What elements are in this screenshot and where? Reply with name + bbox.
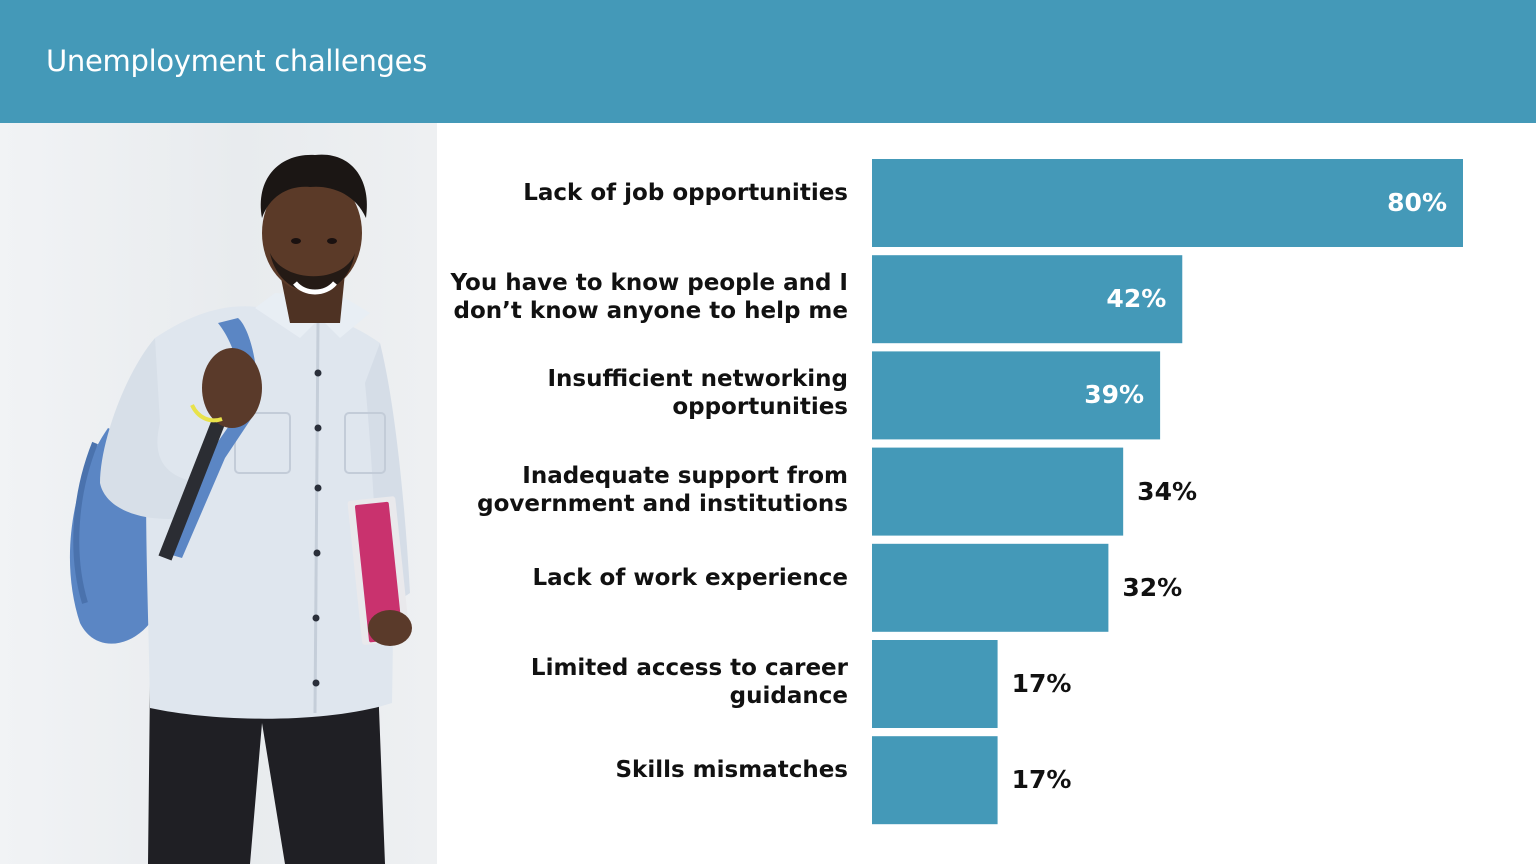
category-label-line: government and institutions bbox=[477, 490, 848, 517]
bar-5 bbox=[872, 543, 1109, 632]
category-label-line: You have to know people and I bbox=[450, 270, 849, 297]
category-label-line: Lack of work experience bbox=[532, 564, 848, 591]
bar-4 bbox=[872, 447, 1124, 536]
bar-chart-canvas bbox=[872, 159, 1463, 825]
value-label-4: 34% bbox=[1137, 476, 1198, 506]
bar-7 bbox=[872, 736, 998, 825]
category-label-line: opportunities bbox=[672, 394, 848, 421]
category-label-5: Lack of work experience bbox=[532, 564, 848, 592]
category-label-6: Limited access to career guidance bbox=[531, 654, 848, 710]
category-label-line: don’t know anyone to help me bbox=[453, 298, 848, 325]
bar-chart: Lack of job opportunities 80% You have to … bbox=[437, 123, 1536, 864]
category-label-line: Limited access to career bbox=[530, 655, 848, 681]
category-label-line: Insufficient networking bbox=[547, 366, 848, 393]
category-label-1: Lack of job opportunities bbox=[523, 179, 848, 207]
value-label-5: 32% bbox=[1122, 572, 1183, 602]
category-label-line: guidance bbox=[729, 683, 848, 709]
header-banner: Unemployment challenges bbox=[0, 0, 1536, 123]
value-label-7: 17% bbox=[1011, 765, 1072, 795]
category-label-7: Skills mismatches bbox=[615, 756, 848, 784]
category-label-line: Lack of job opportunities bbox=[523, 180, 848, 206]
category-label-3: Insufficient networking opportunities bbox=[547, 365, 848, 421]
value-label-6: 17% bbox=[1011, 669, 1072, 698]
bar-3 bbox=[872, 351, 1161, 440]
student-with-backpack-photo bbox=[69, 154, 412, 864]
value-label-1: 80% bbox=[1387, 188, 1447, 217]
student-photo bbox=[0, 123, 437, 864]
bar-1 bbox=[872, 159, 1463, 247]
bar-2 bbox=[872, 255, 1183, 344]
page-title: Unemployment challenges bbox=[46, 44, 428, 78]
category-label-line: Inadequate support from bbox=[522, 462, 848, 489]
category-label-4: Inadequate support from government and in… bbox=[477, 462, 848, 518]
bar-6 bbox=[872, 640, 998, 728]
category-label-line: Skills mismatches bbox=[615, 757, 848, 784]
value-label-2: 42% bbox=[1106, 284, 1167, 314]
value-label-3: 39% bbox=[1084, 380, 1145, 410]
